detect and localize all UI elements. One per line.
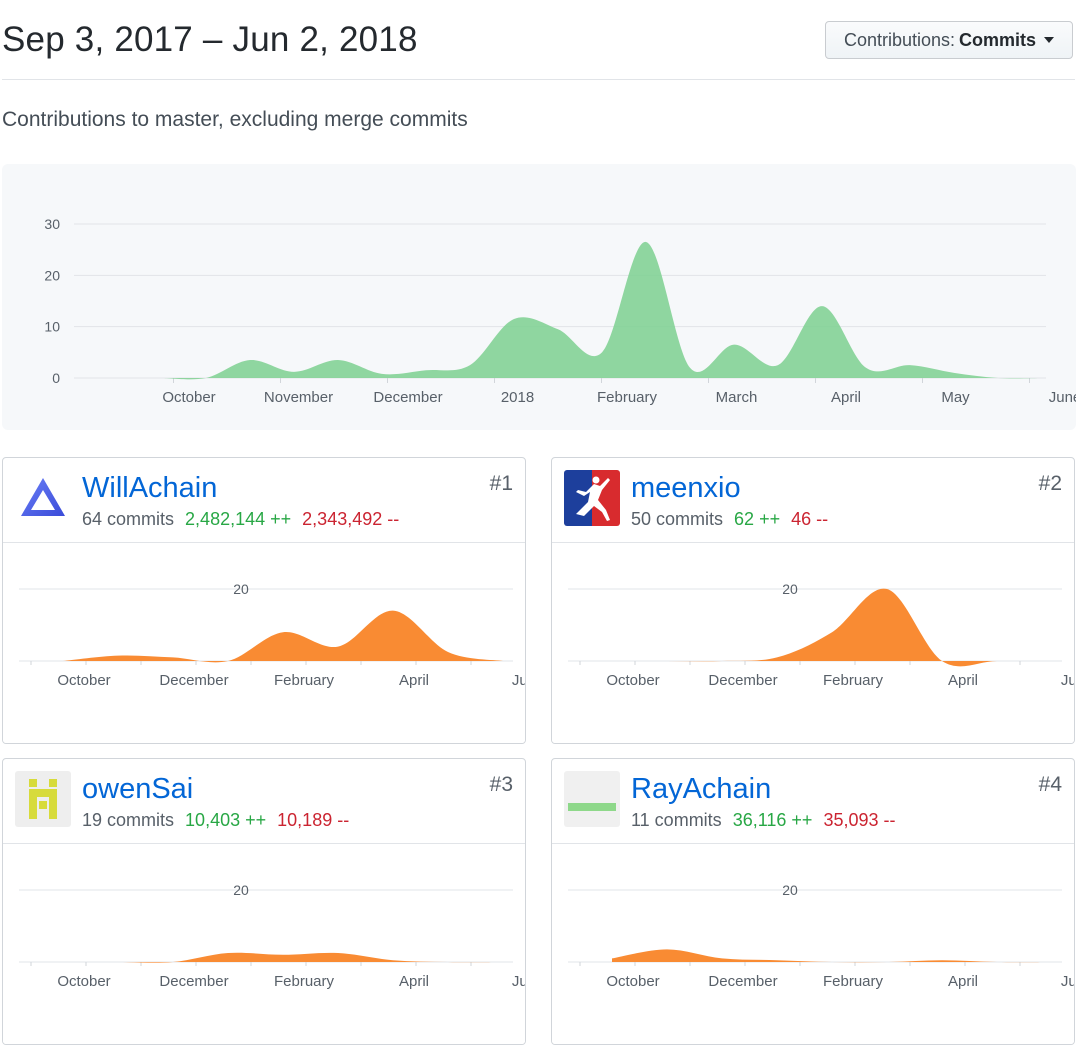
commits-area-series [162,242,1042,379]
contributor-chart: 20 October December February April Jun [552,844,1074,1044]
deletions-count: 35,093 -- [823,810,895,830]
x-tick-label: Jun [512,672,526,689]
contributor-commits-area [612,949,1052,962]
x-tick-label: February [274,672,335,689]
contributor-name-link[interactable]: owenSai [82,773,193,806]
contributor-stats: 50 commits 62 ++ 46 -- [631,509,828,530]
page-title: Sep 3, 2017 – Jun 2, 2018 [2,20,418,60]
x-tick-label: April [948,973,978,990]
commit-count: 11 commits [631,810,722,830]
contributor-commits-area [612,589,1052,667]
x-tick-label: April [399,672,429,689]
x-tick-label: October [57,973,110,990]
contributor-chart: 20 October December February April Jun [3,543,525,743]
deletions-count: 2,343,492 -- [302,509,399,529]
y-tick-label: 20 [782,882,798,898]
x-tick-label: November [264,389,333,406]
x-tick-label: October [606,973,659,990]
x-tick-label: December [373,389,442,406]
green-bar-avatar-icon[interactable] [564,771,620,827]
x-tick-label: December [159,672,228,689]
x-tick-label: Jun [1061,672,1075,689]
x-tick-label: February [823,973,884,990]
x-tick-label: Jun [512,973,526,990]
x-tick-label: Jun [1061,973,1075,990]
contributor-chart-svg: 20 October December February April Jun [3,543,526,743]
contributor-card-header: WillAchain 64 commits 2,482,144 ++ 2,343… [3,458,525,543]
additions-count: 10,403 ++ [185,810,266,830]
x-tick-label: March [716,389,758,406]
deletions-count: 10,189 -- [277,810,349,830]
x-tick-label: April [948,672,978,689]
contributor-stats: 64 commits 2,482,144 ++ 2,343,492 -- [82,509,399,530]
contributor-commits-area [63,611,503,663]
header-divider [2,79,1075,80]
jumpman-logo-icon[interactable] [564,470,620,526]
y-tick-label: 20 [782,581,798,597]
y-tick-label: 30 [44,216,60,232]
contributor-rank: #4 [1039,773,1062,797]
dropdown-selected-value: Commits [959,30,1036,51]
y-tick-label: 20 [44,267,60,283]
y-tick-label: 0 [52,370,60,386]
contributor-rank: #1 [490,472,513,496]
x-tick-label: December [159,973,228,990]
contributor-commits-area [63,953,503,963]
contributor-stats: 19 commits 10,403 ++ 10,189 -- [82,810,349,831]
main-contributions-chart: 0 10 20 30 October November December 2018 Februa… [2,164,1076,430]
contributor-chart: 20 October December February April Jun [3,844,525,1044]
x-tick-label: October [57,672,110,689]
contributor-card-1: WillAchain 64 commits 2,482,144 ++ 2,343… [2,457,526,744]
x-tick-label: February [597,389,658,406]
contributor-name-link[interactable]: meenxio [631,472,741,505]
commit-count: 50 commits [631,509,723,529]
contributor-card-4: RayAchain 11 commits 36,116 ++ 35,093 --… [551,758,1075,1045]
contributions-subtitle: Contributions to master, excluding merge… [2,108,468,132]
contributor-name-link[interactable]: WillAchain [82,472,217,505]
contributions-type-dropdown[interactable]: Contributions: Commits [825,21,1073,59]
x-tick-label: 2018 [501,389,534,406]
commit-count: 64 commits [82,509,174,529]
y-tick-label: 10 [44,319,60,335]
contributor-chart-svg: 20 October December February April Jun [3,844,526,1044]
contributor-card-2: meenxio 50 commits 62 ++ 46 -- #2 20 Octo… [551,457,1075,744]
additions-count: 36,116 ++ [733,810,813,830]
contributor-stats: 11 commits 36,116 ++ 35,093 -- [631,810,896,831]
deletions-count: 46 -- [791,509,828,529]
dropdown-prefix-label: Contributions: [844,30,955,51]
contributor-card-header: meenxio 50 commits 62 ++ 46 -- #2 [552,458,1074,543]
x-tick-label: December [708,973,777,990]
commit-count: 19 commits [82,810,174,830]
contributor-chart: 20 October December February April Jun [552,543,1074,743]
contributor-card-3: owenSai 19 commits 10,403 ++ 10,189 -- #… [2,758,526,1045]
additions-count: 2,482,144 ++ [185,509,291,529]
x-tick-label: May [941,389,970,406]
x-tick-label: December [708,672,777,689]
contributor-card-header: owenSai 19 commits 10,403 ++ 10,189 -- #… [3,759,525,844]
contributor-card-header: RayAchain 11 commits 36,116 ++ 35,093 --… [552,759,1074,844]
contributor-rank: #3 [490,773,513,797]
caret-down-icon [1044,37,1054,43]
x-tick-label: April [399,973,429,990]
x-tick-label: October [606,672,659,689]
contributor-chart-svg: 20 October December February April Jun [552,543,1075,743]
y-tick-label: 20 [233,581,249,597]
contributor-chart-svg: 20 October December February April Jun [552,844,1075,1044]
blue-triangle-logo-icon[interactable] [15,470,71,526]
x-tick-label: February [823,672,884,689]
contributor-rank: #2 [1039,472,1062,496]
x-tick-label: February [274,973,335,990]
yellow-pixel-avatar-icon[interactable] [15,771,71,827]
contributor-name-link[interactable]: RayAchain [631,773,771,806]
additions-count: 62 ++ [734,509,780,529]
main-chart-svg: 0 10 20 30 October November December 2018 Februa… [2,164,1076,430]
x-tick-label: October [162,389,215,406]
x-tick-label: June [1049,389,1076,406]
x-tick-label: April [831,389,861,406]
y-tick-label: 20 [233,882,249,898]
